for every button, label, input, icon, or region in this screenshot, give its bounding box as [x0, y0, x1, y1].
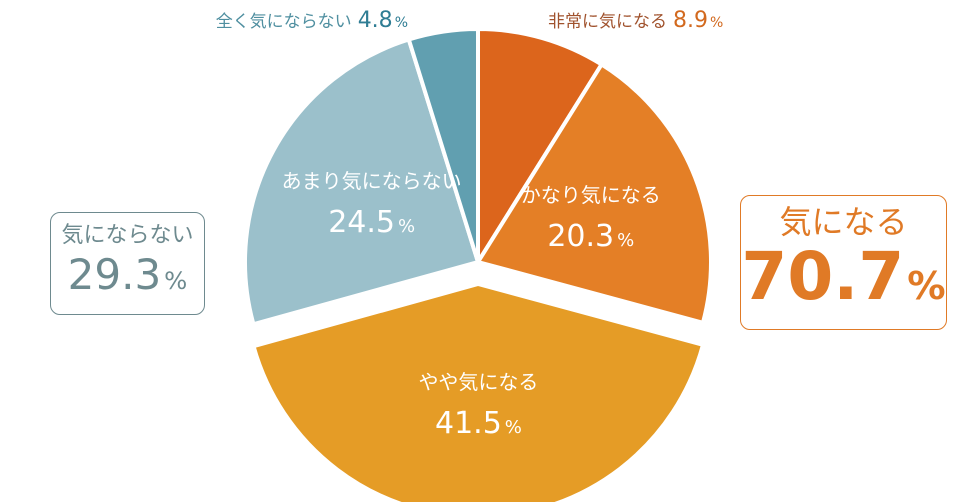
pie-slice-2: [476, 62, 713, 325]
slice-outside-label-5: 全く気にならない 4.8%: [216, 8, 408, 33]
summary-value-number: 70.7: [741, 237, 905, 315]
pie-slices: [243, 27, 713, 502]
summary-value-number: 29.3: [67, 249, 162, 299]
slice-value-2: 20.3%: [547, 219, 634, 254]
slice-label-3: やや気になる: [418, 370, 538, 394]
slice-label-2: かなり気になる: [521, 183, 661, 207]
pie-slice-3: [251, 282, 706, 502]
slice-value-number: 4.8: [358, 8, 393, 33]
slice-value-unit: %: [617, 230, 634, 251]
slice-value-number: 41.5: [435, 406, 502, 441]
slice-label-5: 全く気にならない: [216, 12, 352, 32]
slice-value-unit: %: [710, 15, 723, 31]
pie-labels: 非常に気になる 8.9 % かなり気になる 20.3 % やや気になる 41.5 % あまり気にな…: [216, 8, 724, 441]
summary-value-not-concerned: 29.3%: [67, 249, 188, 304]
slice-value-number: 24.5: [328, 205, 395, 240]
pie-slice-4: [243, 37, 480, 327]
slice-value-unit: %: [398, 216, 415, 237]
summary-box-concerned: 気になる 70.7%: [740, 195, 947, 330]
slice-outside-label-1: 非常に気になる 8.9%: [548, 8, 723, 33]
slice-value-3: 41.5%: [435, 406, 522, 441]
summary-label-not-concerned: 気にならない: [61, 222, 194, 248]
summary-value-concerned: 70.7%: [741, 241, 946, 322]
slice-label-1: 非常に気になる: [548, 12, 667, 32]
summary-box-not-concerned: 気にならない 29.3%: [50, 212, 205, 315]
slice-value-4: 24.5%: [328, 205, 415, 240]
summary-value-unit: %: [164, 265, 188, 295]
slice-label-4: あまり気にならない: [282, 169, 462, 193]
summary-label-concerned: 気になる: [779, 202, 908, 241]
slice-value-unit: %: [395, 15, 408, 31]
pie-slice-5: [406, 27, 480, 264]
slice-value-number: 8.9: [673, 8, 708, 33]
slice-value-unit: %: [505, 417, 522, 438]
slice-value-number: 20.3: [547, 219, 614, 254]
summary-value-unit: %: [907, 263, 946, 309]
pie-slice-1: [476, 27, 604, 264]
